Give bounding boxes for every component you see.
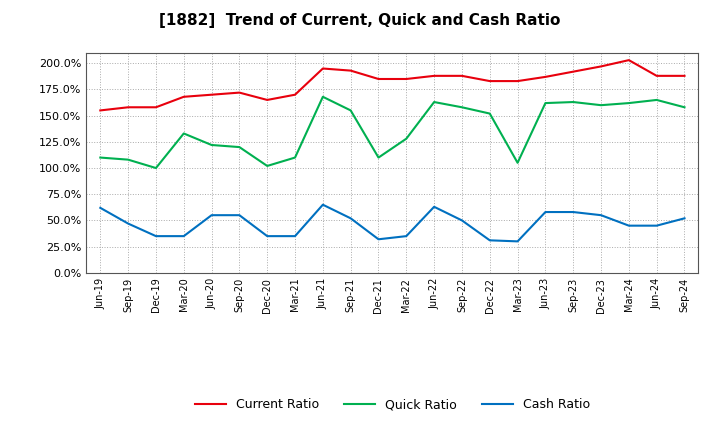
Quick Ratio [485,111,494,116]
Cash Ratio [179,234,188,239]
Quick Ratio [624,100,633,106]
Cash Ratio [430,204,438,209]
Cash Ratio [374,237,383,242]
Quick Ratio [569,99,577,105]
Current Ratio [513,78,522,84]
Quick Ratio [513,160,522,165]
Quick Ratio [263,163,271,169]
Current Ratio [235,90,243,95]
Cash Ratio [624,223,633,228]
Current Ratio [680,73,689,78]
Line: Quick Ratio: Quick Ratio [100,97,685,168]
Quick Ratio [430,99,438,105]
Current Ratio [569,69,577,74]
Current Ratio [485,78,494,84]
Line: Current Ratio: Current Ratio [100,60,685,110]
Current Ratio [263,97,271,103]
Cash Ratio [318,202,327,207]
Cash Ratio [652,223,661,228]
Cash Ratio [152,234,161,239]
Quick Ratio [152,165,161,171]
Quick Ratio [402,136,410,141]
Quick Ratio [680,105,689,110]
Current Ratio [152,105,161,110]
Cash Ratio [513,239,522,244]
Quick Ratio [458,105,467,110]
Cash Ratio [597,213,606,218]
Legend: Current Ratio, Quick Ratio, Cash Ratio: Current Ratio, Quick Ratio, Cash Ratio [189,393,595,416]
Current Ratio [207,92,216,97]
Current Ratio [318,66,327,71]
Quick Ratio [652,97,661,103]
Current Ratio [346,68,355,73]
Current Ratio [430,73,438,78]
Quick Ratio [96,155,104,160]
Cash Ratio [291,234,300,239]
Quick Ratio [124,157,132,162]
Cash Ratio [96,205,104,210]
Quick Ratio [291,155,300,160]
Cash Ratio [207,213,216,218]
Quick Ratio [179,131,188,136]
Quick Ratio [235,144,243,150]
Current Ratio [458,73,467,78]
Quick Ratio [346,108,355,113]
Cash Ratio [680,216,689,221]
Quick Ratio [541,100,550,106]
Line: Cash Ratio: Cash Ratio [100,205,685,242]
Current Ratio [124,105,132,110]
Cash Ratio [346,216,355,221]
Current Ratio [402,77,410,82]
Cash Ratio [485,238,494,243]
Cash Ratio [458,218,467,223]
Cash Ratio [124,221,132,226]
Current Ratio [179,94,188,99]
Current Ratio [374,77,383,82]
Cash Ratio [541,209,550,215]
Cash Ratio [235,213,243,218]
Current Ratio [291,92,300,97]
Cash Ratio [263,234,271,239]
Current Ratio [96,108,104,113]
Current Ratio [541,74,550,80]
Text: [1882]  Trend of Current, Quick and Cash Ratio: [1882] Trend of Current, Quick and Cash … [159,13,561,28]
Quick Ratio [374,155,383,160]
Current Ratio [597,64,606,69]
Quick Ratio [207,143,216,148]
Quick Ratio [597,103,606,108]
Quick Ratio [318,94,327,99]
Current Ratio [652,73,661,78]
Cash Ratio [569,209,577,215]
Current Ratio [624,58,633,63]
Cash Ratio [402,234,410,239]
